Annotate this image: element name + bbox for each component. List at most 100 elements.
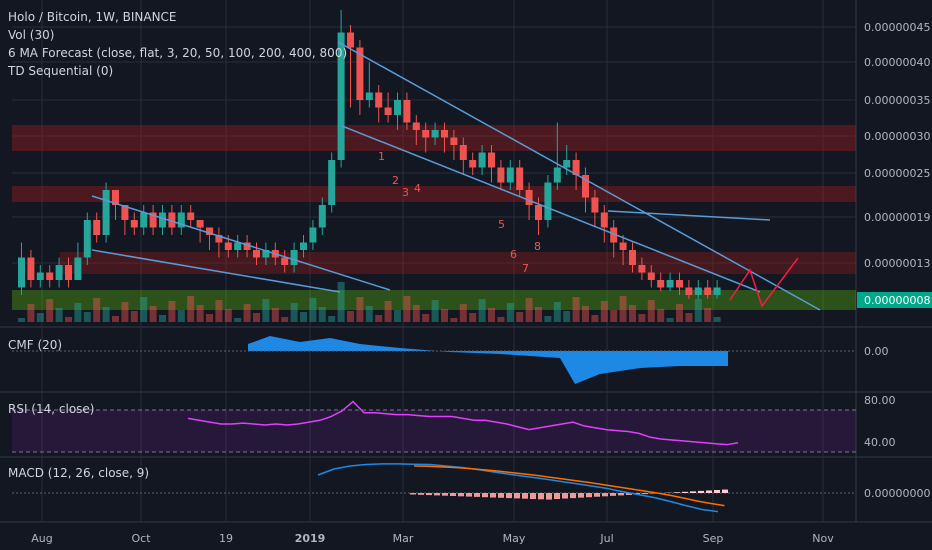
- candle-body: [704, 287, 712, 295]
- td-count-label: 1: [378, 150, 385, 163]
- candle-body: [694, 287, 702, 295]
- macd-histogram-bar: [450, 493, 456, 496]
- macd-histogram-bar: [674, 492, 680, 493]
- volume-bar: [647, 300, 655, 322]
- macd-histogram-bar: [426, 493, 432, 496]
- volume-bar: [356, 297, 364, 322]
- volume-bar: [18, 318, 25, 322]
- volume-bar: [431, 300, 439, 322]
- current-price-text: 0.00000008: [864, 294, 930, 307]
- candle-body: [591, 197, 599, 213]
- volume-bar: [394, 310, 401, 322]
- macd-histogram-bar: [594, 493, 600, 497]
- support-zone: [12, 290, 856, 310]
- macd-histogram-bar: [722, 489, 728, 493]
- candle-body: [102, 190, 110, 235]
- macd-histogram-bar: [522, 493, 528, 499]
- volume-bar: [553, 302, 561, 322]
- volume-bar: [121, 302, 129, 322]
- volume-bar: [657, 309, 665, 322]
- candle-body: [253, 250, 260, 258]
- volume-bar: [337, 282, 345, 322]
- candle-body: [290, 250, 298, 265]
- volume-bar: [300, 312, 307, 322]
- volume-bar: [478, 299, 486, 322]
- indicator-ma-forecast[interactable]: 6 MA Forecast (close, flat, 3, 20, 50, 1…: [8, 46, 348, 60]
- volume-bar: [685, 313, 693, 322]
- cmf-area: [248, 336, 728, 384]
- indicator-volume[interactable]: Vol (30): [8, 28, 55, 42]
- volume-bar: [187, 296, 195, 322]
- volume-bar: [582, 306, 589, 322]
- volume-bar: [130, 311, 138, 322]
- candle-body: [356, 47, 364, 100]
- macd-histogram-bar: [442, 493, 448, 496]
- candle-body: [506, 167, 514, 183]
- candle-body: [441, 130, 448, 138]
- macd-histogram-bar: [466, 493, 472, 497]
- volume-bar: [694, 299, 702, 322]
- macd-histogram-bar: [650, 493, 656, 494]
- volume-bar: [168, 301, 176, 322]
- resistance-zone: [12, 186, 856, 202]
- candle-body: [83, 220, 91, 258]
- trend-line: [91, 249, 341, 293]
- candle-body: [187, 212, 195, 220]
- candle-body: [243, 242, 251, 250]
- x-tick-label: 19: [219, 532, 233, 545]
- td-count-label: 8: [534, 240, 541, 253]
- forecast-path: [729, 257, 799, 308]
- candle-body: [666, 280, 674, 288]
- price-tick-label: 0.00000025: [864, 167, 930, 180]
- candle-body: [309, 227, 317, 243]
- rsi-label[interactable]: RSI (14, close): [8, 402, 95, 416]
- volume-bar: [290, 303, 298, 322]
- volume-bar: [525, 298, 533, 322]
- macd-histogram-bar: [538, 493, 544, 500]
- candle-body: [450, 137, 458, 145]
- volume-bar: [563, 311, 571, 322]
- candle-body: [318, 205, 326, 228]
- candle-body: [403, 100, 411, 123]
- candle-body: [177, 212, 185, 228]
- candle-body: [46, 272, 54, 280]
- volume-bar: [36, 313, 44, 322]
- price-tick-label: 0.00000030: [864, 130, 930, 143]
- x-tick-label: Sep: [703, 532, 724, 545]
- rsi-line: [187, 400, 739, 446]
- candle-body: [18, 257, 25, 288]
- candle-body: [384, 107, 392, 115]
- macd-histogram-bar: [626, 493, 632, 495]
- volume-bar: [281, 317, 289, 322]
- candle-body: [365, 92, 373, 100]
- candle-body: [459, 145, 467, 160]
- volume-bar: [365, 306, 373, 322]
- volume-bar: [149, 306, 157, 322]
- candle-body: [281, 257, 289, 265]
- volume-bar: [177, 310, 185, 322]
- price-tick-label: 0.00000045: [864, 21, 930, 34]
- symbol-title[interactable]: Holo / Bitcoin, 1W, BINANCE: [8, 10, 177, 24]
- macd-histogram-bar: [698, 490, 704, 493]
- candle-body: [431, 130, 439, 138]
- td-count-label: 5: [498, 218, 505, 231]
- candle-body: [149, 212, 157, 228]
- price-tick-label: 0.00000035: [864, 94, 930, 107]
- macd-histogram-bar: [570, 493, 576, 499]
- x-tick-label: Aug: [31, 532, 52, 545]
- volume-bar: [422, 314, 430, 322]
- indicator-td-sequential[interactable]: TD Sequential (0): [8, 64, 114, 78]
- td-count-label: 3: [402, 186, 409, 199]
- rsi-lower-label: 40.00: [864, 436, 896, 449]
- candle-body: [196, 220, 204, 228]
- candle-body: [525, 190, 533, 205]
- volume-bar: [328, 316, 336, 322]
- macd-histogram-bar: [490, 493, 496, 498]
- macd-label[interactable]: MACD (12, 26, close, 9): [8, 466, 150, 480]
- macd-histogram-bar: [434, 493, 440, 496]
- chart-legend: Holo / Bitcoin, 1W, BINANCE Vol (30) 6 M…: [8, 8, 347, 80]
- candle-body: [347, 32, 354, 48]
- cmf-label[interactable]: CMF (20): [8, 338, 63, 352]
- td-count-label: 4: [414, 182, 421, 195]
